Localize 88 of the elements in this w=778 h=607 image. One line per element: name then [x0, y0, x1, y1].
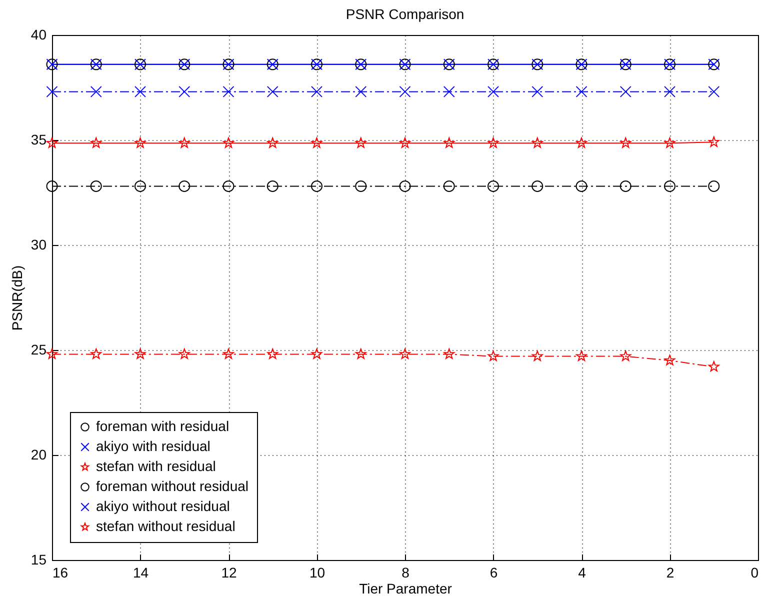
x-tick-label: 4 — [578, 564, 586, 580]
y-axis-title: PSNR(dB) — [8, 265, 25, 331]
y-tick-label: 40 — [30, 26, 47, 42]
x-tick-label: 0 — [750, 564, 759, 580]
point — [355, 86, 367, 98]
point — [620, 86, 632, 98]
point — [488, 350, 499, 362]
x-tick-label: 14 — [132, 564, 149, 580]
point — [223, 348, 234, 359]
point — [708, 180, 720, 192]
point — [443, 180, 455, 192]
point — [444, 348, 455, 359]
point — [267, 137, 278, 148]
y-tick-label: 15 — [30, 552, 47, 568]
x-tick-label: 12 — [221, 564, 237, 580]
point — [134, 137, 146, 148]
point — [532, 86, 544, 98]
point — [355, 137, 366, 148]
x-tick-label: 6 — [490, 564, 498, 580]
point — [532, 137, 543, 148]
point — [664, 180, 676, 192]
point — [90, 180, 102, 192]
legend-label: akiyo without residual — [96, 498, 230, 514]
point — [134, 348, 146, 359]
point — [576, 350, 587, 362]
point — [399, 86, 411, 98]
point — [266, 180, 278, 192]
point — [443, 86, 455, 98]
point — [46, 137, 58, 148]
point — [708, 136, 720, 147]
point — [664, 86, 676, 98]
point — [311, 137, 322, 148]
point — [488, 137, 499, 148]
y-tick-label: 20 — [30, 446, 47, 462]
legend-label: foreman with residual — [96, 418, 230, 434]
point — [266, 86, 278, 98]
legend-label: stefan without residual — [96, 518, 236, 534]
point — [620, 180, 632, 192]
x-tick-label: 10 — [309, 564, 326, 580]
point — [532, 350, 543, 362]
point — [311, 180, 322, 192]
point — [532, 180, 544, 192]
legend-label: foreman without residual — [96, 478, 249, 494]
point — [488, 86, 499, 98]
point — [134, 86, 146, 98]
y-tick-label: 30 — [30, 236, 47, 252]
point — [311, 348, 322, 359]
point — [620, 137, 632, 148]
point — [664, 354, 676, 366]
point — [399, 180, 411, 192]
point — [620, 350, 632, 362]
chart-title: PSNR Comparison — [346, 6, 464, 22]
point — [178, 137, 190, 148]
point — [223, 137, 234, 148]
point — [222, 180, 234, 192]
point — [444, 137, 455, 148]
point — [311, 86, 322, 98]
point — [90, 348, 102, 359]
point — [90, 137, 102, 148]
point — [708, 86, 720, 98]
point — [664, 137, 676, 148]
point — [90, 86, 102, 98]
point — [222, 86, 234, 98]
x-axis-title: Tier Parameter — [359, 580, 452, 596]
point — [267, 348, 278, 359]
point — [134, 180, 146, 192]
point — [576, 86, 588, 98]
point — [355, 180, 367, 192]
point — [46, 86, 58, 98]
point — [708, 361, 720, 372]
y-tick-label: 35 — [30, 132, 47, 148]
point — [400, 137, 410, 148]
point — [178, 348, 190, 359]
point — [488, 180, 499, 192]
point — [46, 348, 58, 359]
x-tick-label: 2 — [666, 564, 674, 580]
y-tick-label: 25 — [30, 342, 47, 358]
x-tick-label: 8 — [402, 564, 410, 580]
point — [178, 86, 190, 98]
point — [46, 180, 58, 192]
legend-label: akiyo with residual — [96, 438, 210, 454]
point — [178, 180, 190, 192]
point — [576, 180, 588, 192]
point — [400, 348, 410, 359]
point — [576, 137, 587, 148]
x-tick-label: 16 — [52, 564, 68, 580]
legend-label: stefan with residual — [96, 458, 216, 474]
point — [355, 348, 366, 359]
